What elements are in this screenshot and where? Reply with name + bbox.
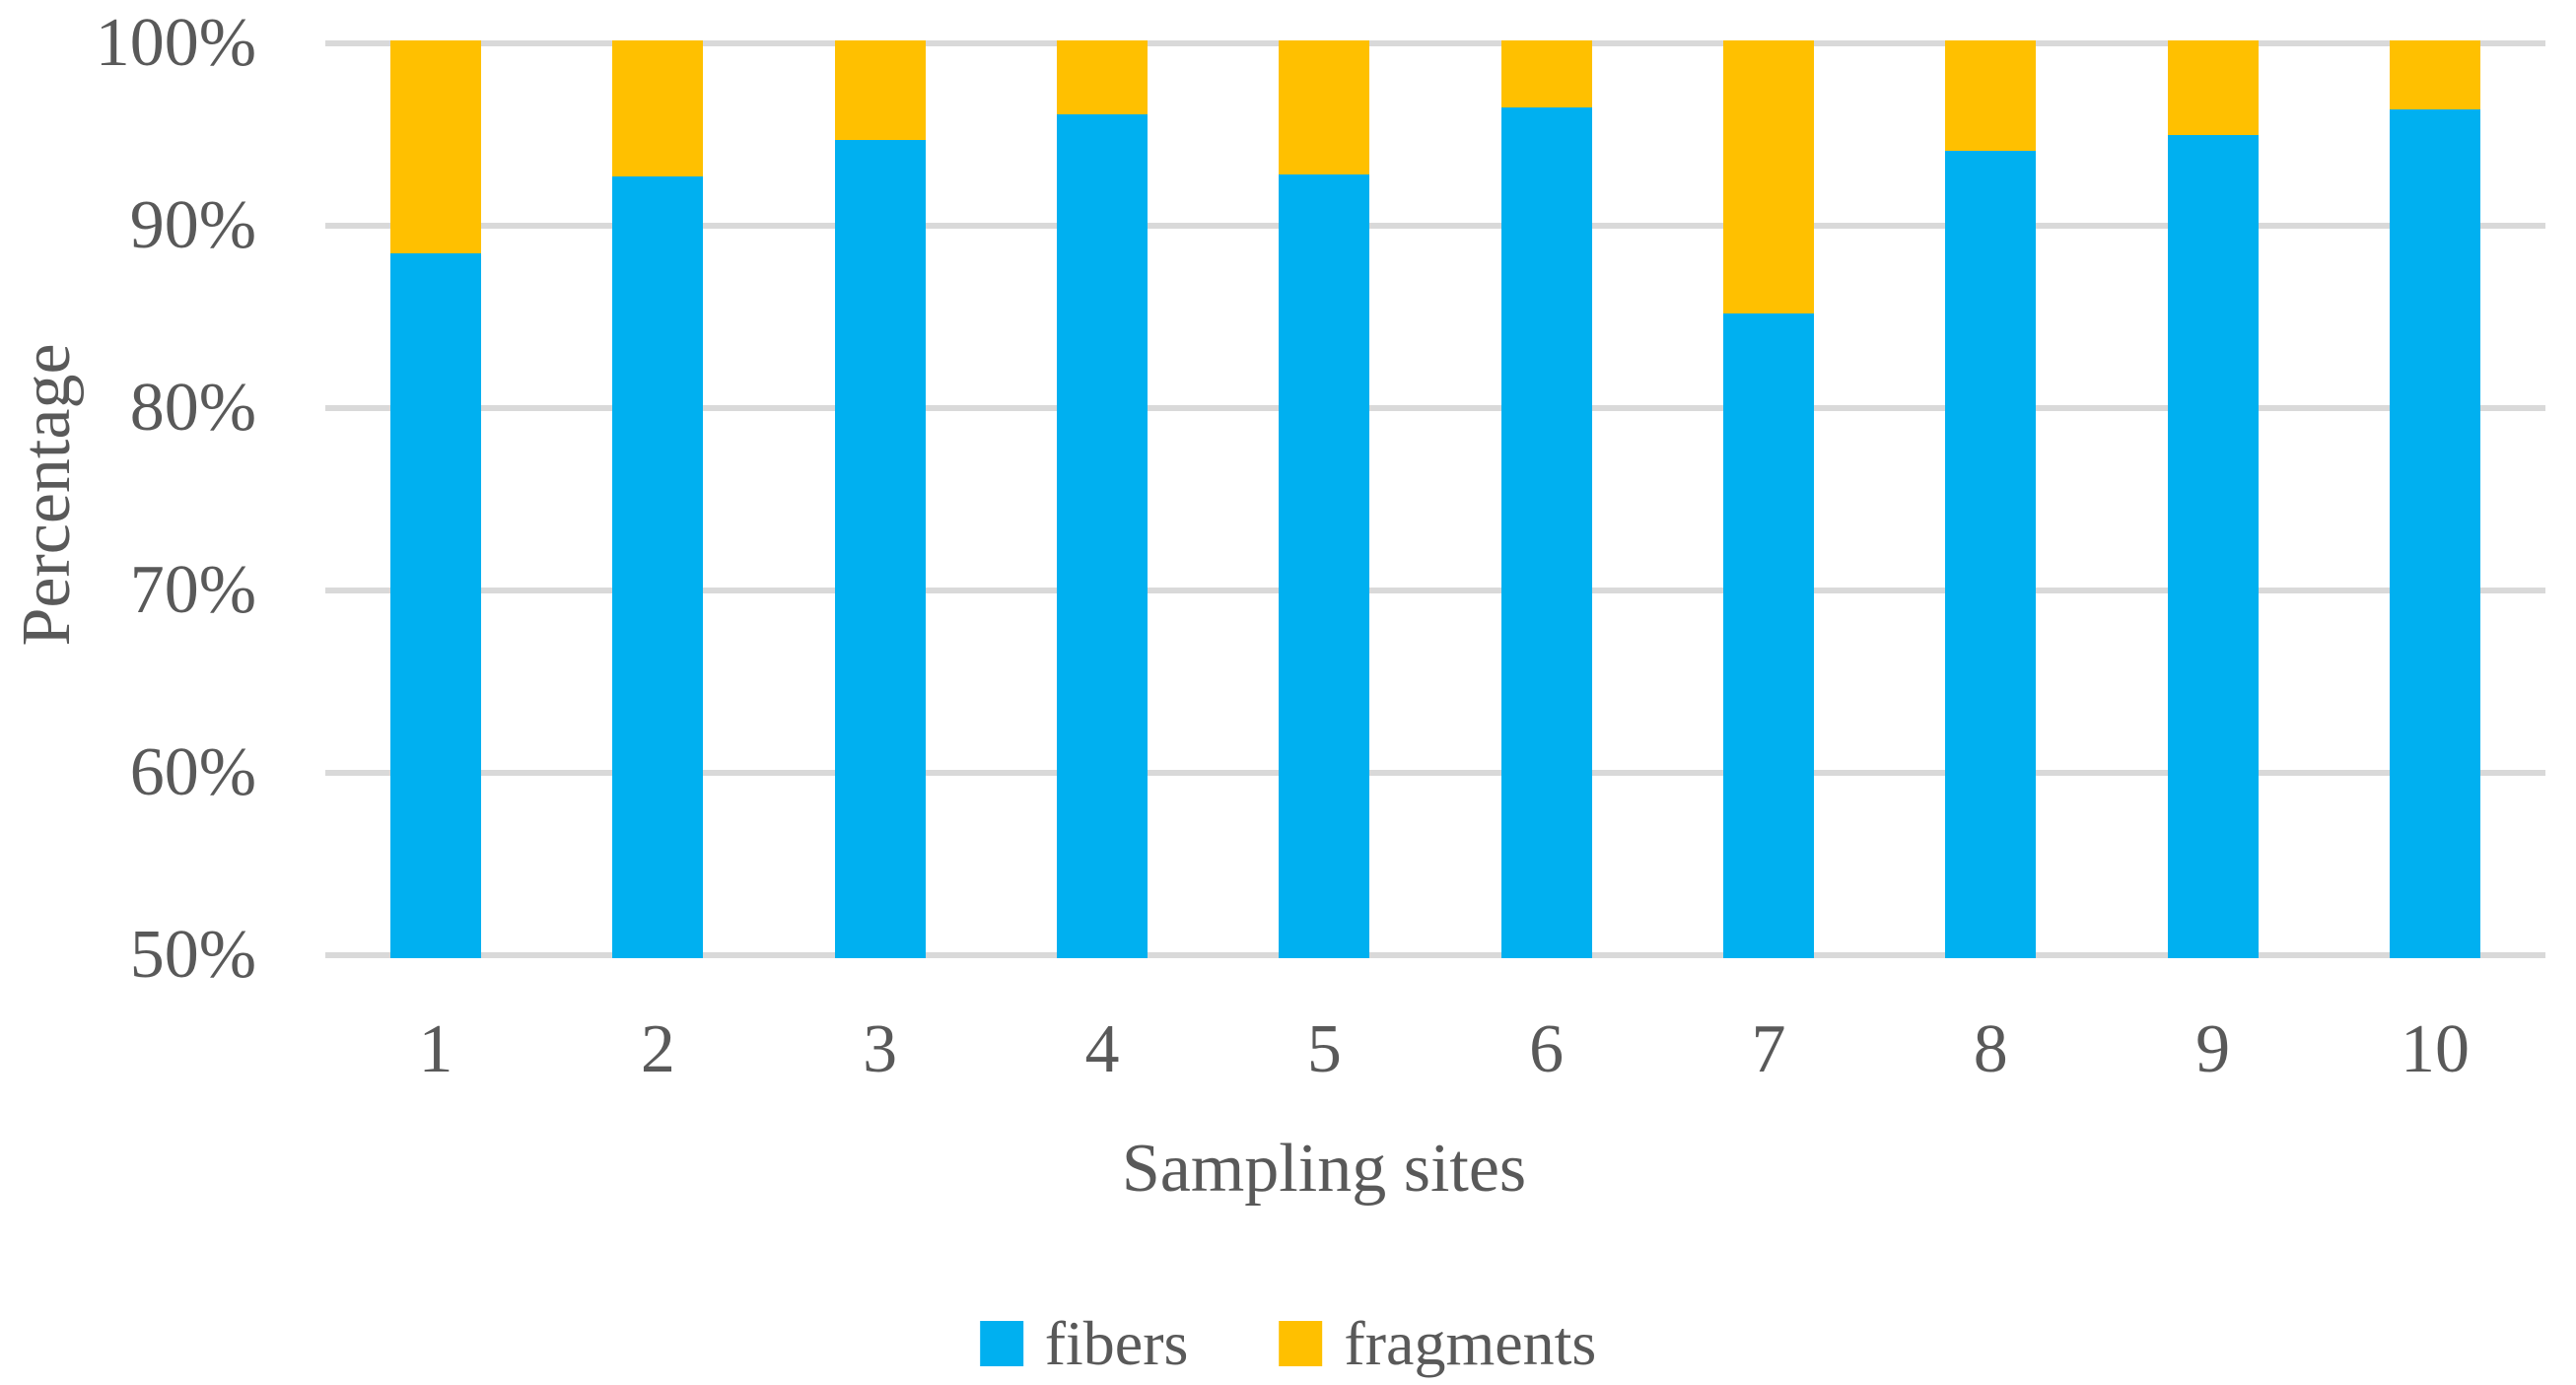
y-tick-label-70: 70% [129,552,256,628]
gridline-70 [325,588,2545,593]
bar-segment-fragments-site-6 [1501,40,1592,107]
bar-segment-fragments-site-4 [1057,40,1148,115]
x-tick-label-3: 3 [863,1011,898,1087]
gridline-80 [325,405,2545,411]
gridline-100 [325,40,2545,46]
bar-segment-fragments-site-9 [2168,40,2259,135]
bar-segment-fibers-site-8 [1945,151,2036,958]
x-tick-label-4: 4 [1084,1011,1120,1087]
x-tick-label-5: 5 [1306,1011,1342,1087]
legend-item-fibers: fibers [979,1308,1189,1378]
y-tick-label-100: 100% [95,5,256,81]
bar-segment-fibers-site-3 [835,140,926,958]
bar-segment-fibers-site-10 [2390,108,2480,958]
bar-segment-fibers-site-2 [612,176,703,958]
bar-segment-fragments-site-3 [835,40,926,141]
gridline-60 [325,770,2545,776]
legend-swatch-fibers [979,1321,1023,1366]
bar-segment-fibers-site-6 [1501,106,1592,958]
x-axis-title: Sampling sites [1121,1131,1527,1207]
gridline-50 [325,952,2545,958]
legend: fibers fragments [979,1308,1596,1378]
y-tick-label-60: 60% [129,734,256,810]
legend-swatch-fragments [1279,1321,1323,1366]
legend-item-fragments: fragments [1279,1311,1596,1376]
bar-segment-fragments-site-10 [2390,40,2480,109]
bar-segment-fragments-site-5 [1279,40,1369,175]
bar-segment-fragments-site-8 [1945,40,2036,152]
bar-segment-fibers-site-1 [390,252,481,958]
bar-segment-fibers-site-9 [2168,134,2259,958]
y-axis-title: Percentage [9,343,85,647]
x-tick-label-10: 10 [2400,1011,2470,1087]
y-tick-label-90: 90% [129,187,256,263]
bar-segment-fibers-site-7 [1723,312,1814,958]
legend-label-fibers: fibers [1044,1308,1189,1378]
bar-segment-fragments-site-2 [612,40,703,177]
bar-segment-fibers-site-5 [1279,174,1369,958]
x-tick-label-9: 9 [2195,1011,2231,1087]
y-tick-label-80: 80% [129,370,256,446]
x-tick-label-6: 6 [1529,1011,1565,1087]
bar-segment-fragments-site-1 [390,40,481,253]
x-tick-label-1: 1 [418,1011,453,1087]
legend-label-fragments: fragments [1344,1308,1597,1378]
y-tick-label-50: 50% [129,917,256,993]
gridline-90 [325,223,2545,229]
x-tick-label-8: 8 [1973,1011,2008,1087]
bar-segment-fragments-site-7 [1723,40,1814,313]
bar-segment-fibers-site-4 [1057,114,1148,958]
x-tick-label-2: 2 [640,1011,675,1087]
x-tick-label-7: 7 [1751,1011,1786,1087]
